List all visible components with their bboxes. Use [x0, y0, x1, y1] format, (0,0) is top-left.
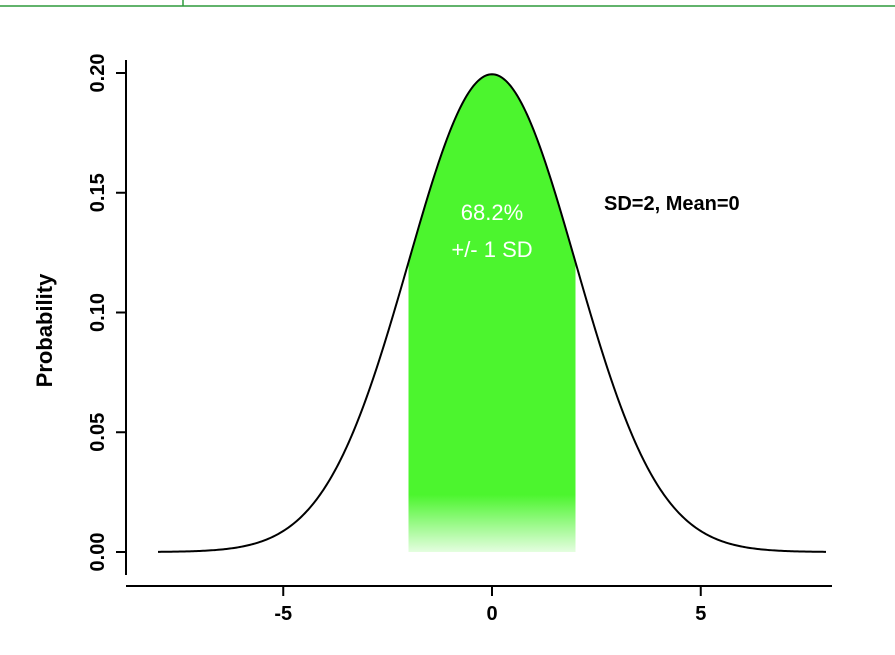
y-axis-label: Probability	[32, 273, 57, 387]
shaded-area-one-sd	[408, 74, 576, 553]
x-tick-label: -5	[274, 603, 292, 625]
sd-mean-annotation: SD=2, Mean=0	[604, 193, 740, 215]
y-tick-label: 0.00	[87, 533, 109, 572]
y-tick-label: 0.20	[87, 54, 109, 93]
x-tick-label: 0	[486, 603, 497, 625]
top-frame-border	[0, 0, 895, 7]
shaded-range-label: +/- 1 SD	[451, 237, 532, 262]
y-tick-label: 0.05	[87, 413, 109, 452]
x-ticks: -5 0 5	[274, 586, 706, 625]
x-tick-label: 5	[695, 603, 706, 625]
shaded-percent-label: 68.2%	[461, 200, 523, 225]
y-tick-label: 0.10	[87, 293, 109, 332]
y-ticks: 0.00 0.05 0.10 0.15 0.20	[87, 54, 126, 572]
density-curve	[157, 73, 827, 553]
y-tick-label: 0.15	[87, 173, 109, 212]
